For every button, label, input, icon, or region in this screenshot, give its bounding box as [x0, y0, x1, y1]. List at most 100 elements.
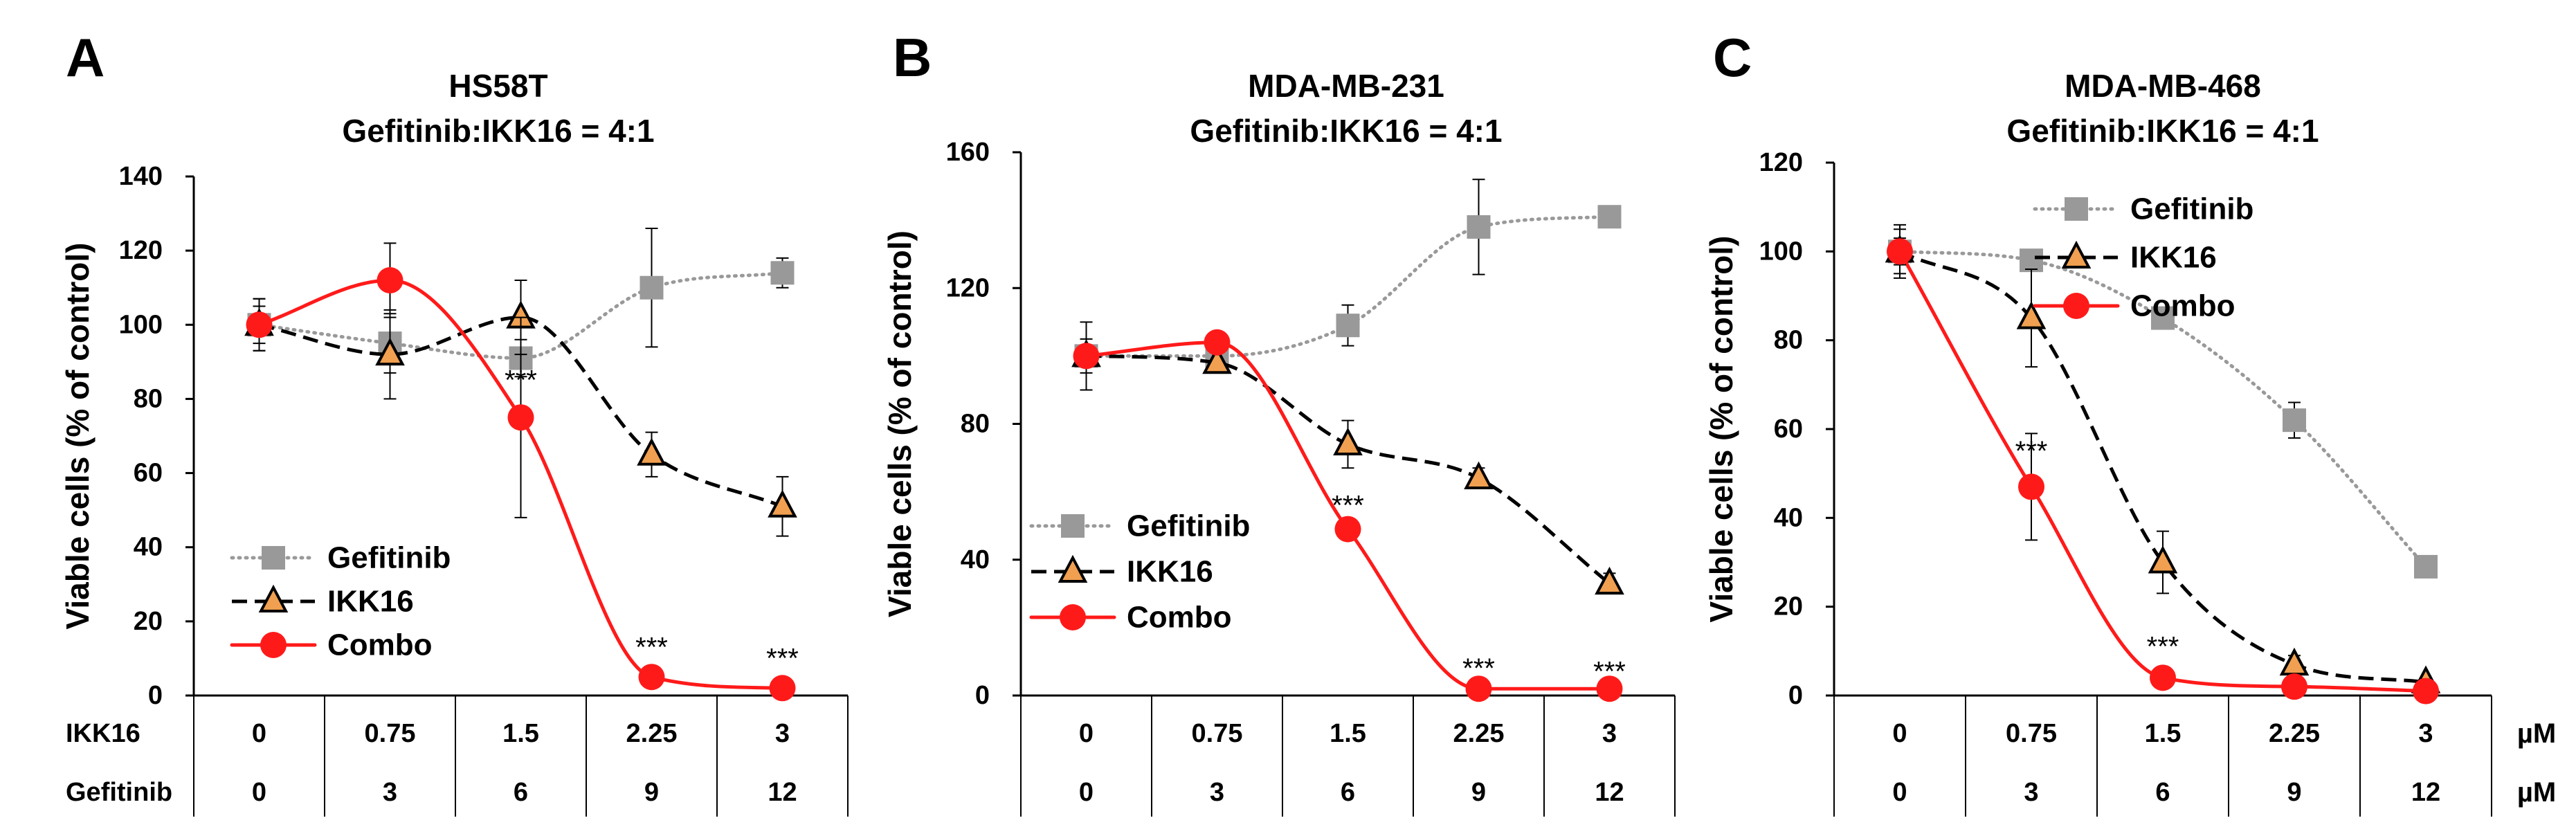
- significance-label: ***: [635, 632, 668, 662]
- chart-panel-a: A HS58T Gefitinib:IKK16 = 4:1 Viable cells …: [60, 27, 849, 817]
- legend-marker: [2063, 293, 2089, 319]
- legend-marker: [1060, 604, 1086, 630]
- legend-label: Combo: [1127, 601, 1232, 635]
- gefitinib-units-label: µM: [2517, 777, 2556, 808]
- ikk16-dose-label: 3: [775, 719, 790, 748]
- y-tick-label: 20: [1774, 592, 1803, 621]
- data-point-gefitinib: [2151, 306, 2175, 330]
- y-tick-label: 40: [1774, 503, 1803, 532]
- data-point-ikk16: [375, 337, 405, 366]
- series-line-combo: [1898, 249, 2428, 693]
- data-point-ikk16: [768, 489, 797, 518]
- legend-marker: [260, 632, 287, 658]
- data-point-ikk16: [1202, 345, 1232, 374]
- data-point-gefitinib: [1336, 313, 1360, 338]
- ikk16-dose-label: 1.5: [1330, 719, 1366, 748]
- y-tick-label: 120: [119, 236, 163, 265]
- ikk16-dose-label: 3: [1602, 719, 1617, 748]
- series-combo: [1887, 237, 2439, 705]
- legend-label: IKK16: [327, 585, 414, 619]
- y-tick-label: 80: [1774, 326, 1803, 355]
- gefitinib-dose-label: 12: [2411, 778, 2440, 807]
- data-point-ikk16: [637, 437, 666, 466]
- data-point-gefitinib: [1597, 205, 1622, 229]
- series-line-ikk16: [1898, 250, 2427, 684]
- gefitinib-dose-label: 9: [1471, 778, 1486, 807]
- data-point-ikk16: [2279, 647, 2310, 676]
- legend-marker: [258, 584, 289, 612]
- data-point-combo: [246, 311, 273, 338]
- panel-letter: B: [893, 27, 932, 88]
- ikk16-dose-label: 0.75: [365, 719, 416, 748]
- data-point-combo: [1334, 516, 1361, 543]
- chart-panel-b: B MDA-MB-231 Gefitinib:IKK16 = 4:1 Viable c…: [882, 27, 1676, 817]
- data-point-gefitinib: [2414, 554, 2438, 579]
- series-combo: [246, 242, 796, 702]
- significance-label: ***: [1593, 657, 1626, 687]
- y-axis-label: Viable cells (% of control): [1703, 236, 1739, 623]
- ikk16-dose-label: 3: [2418, 719, 2433, 748]
- legend-label: Gefitinib: [2130, 192, 2253, 226]
- y-tick-label: 100: [1759, 237, 1803, 266]
- chart-title: MDA-MB-231: [1248, 68, 1444, 104]
- y-tick-label: 40: [961, 545, 990, 574]
- legend-marker: [2065, 197, 2088, 221]
- y-tick-label: 140: [119, 162, 163, 191]
- gefitinib-dose-label: 6: [514, 778, 528, 807]
- series-gefitinib: [1888, 224, 2438, 579]
- data-point-ikk16: [1595, 566, 1624, 595]
- gefitinib-dose-label: 9: [2287, 778, 2301, 807]
- chart-subtitle: Gefitinib:IKK16 = 4:1: [342, 113, 654, 149]
- gefitinib-dose-label: 9: [644, 778, 659, 807]
- chart-panel-c: C MDA-MB-468 Gefitinib:IKK16 = 4:1 Viable c…: [1703, 27, 2556, 817]
- panel-letter: C: [1713, 27, 1752, 88]
- data-point-combo: [1073, 343, 1100, 370]
- ikk16-dose-label: 0: [1079, 719, 1094, 748]
- ikk16-dose-label: 0: [252, 719, 266, 748]
- significance-label: ***: [1332, 490, 1364, 520]
- significance-label: ***: [2015, 436, 2048, 466]
- data-point-combo: [2413, 678, 2439, 705]
- gefitinib-dose-label: 6: [1341, 778, 1355, 807]
- data-point-combo: [1596, 675, 1623, 702]
- y-tick-label: 80: [134, 384, 163, 413]
- series-combo: [1073, 329, 1623, 702]
- data-point-ikk16: [1464, 461, 1494, 489]
- data-point-ikk16: [2148, 545, 2178, 574]
- y-tick-label: 20: [134, 607, 163, 636]
- data-point-gefitinib: [640, 275, 664, 300]
- y-tick-label: 0: [1788, 681, 1803, 710]
- ikk16-dose-label: 2.25: [2269, 719, 2320, 748]
- y-tick-label: 60: [1774, 415, 1803, 444]
- y-tick-label: 80: [961, 410, 990, 439]
- gefitinib-row-label: Gefitinib: [66, 778, 172, 807]
- significance-label: ***: [505, 365, 537, 396]
- y-tick-label: 160: [946, 138, 990, 167]
- legend: Gefitinib IKK16 Combo: [2033, 192, 2253, 323]
- data-point-ikk16: [2016, 301, 2047, 329]
- legend-label: Gefitinib: [327, 541, 451, 575]
- legend-label: IKK16: [2130, 241, 2217, 275]
- ikk16-units-label: µM: [2517, 718, 2556, 749]
- data-point-combo: [1887, 238, 1913, 265]
- ikk16-dose-label: 0: [1892, 719, 1907, 748]
- gefitinib-dose-label: 3: [383, 778, 397, 807]
- chart-title: HS58T: [448, 68, 547, 104]
- panel-letter: A: [66, 27, 105, 88]
- y-tick-label: 120: [946, 273, 990, 302]
- legend: Gefitinib IKK16 Combo: [1029, 509, 1250, 635]
- data-point-gefitinib: [2283, 408, 2306, 433]
- y-tick-label: 100: [119, 310, 163, 339]
- y-axis-label: Viable cells (% of control): [60, 243, 96, 630]
- data-point-gefitinib: [2020, 248, 2043, 273]
- data-point-combo: [638, 664, 665, 691]
- ikk16-dose-label: 2.25: [1453, 719, 1505, 748]
- legend-marker: [2061, 240, 2092, 269]
- data-point-combo: [1465, 675, 1492, 702]
- ikk16-row-label: IKK16: [66, 719, 140, 748]
- legend-label: Combo: [2130, 289, 2235, 323]
- y-tick-label: 60: [134, 459, 163, 488]
- y-tick-label: 120: [1759, 148, 1803, 177]
- significance-label: ***: [766, 643, 799, 673]
